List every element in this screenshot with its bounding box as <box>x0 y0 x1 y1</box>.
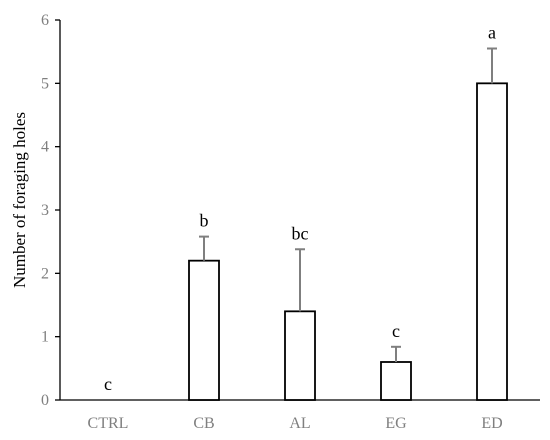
y-tick-label: 1 <box>41 329 49 346</box>
x-tick-label: CB <box>193 415 214 432</box>
y-tick-label: 3 <box>41 202 49 219</box>
y-tick-label: 4 <box>41 139 49 156</box>
significance-label: b <box>200 211 209 231</box>
bar <box>188 259 220 401</box>
significance-label: a <box>488 23 496 43</box>
y-tick-label: 5 <box>41 75 49 92</box>
x-tick-label: CTRL <box>88 415 129 432</box>
bars-group: c b bc c a <box>104 23 508 401</box>
x-tick-label: AL <box>289 415 310 432</box>
significance-label: c <box>392 321 400 341</box>
bar <box>476 82 508 401</box>
y-tick-label: 6 <box>41 12 49 29</box>
y-tick-label: 2 <box>41 265 49 282</box>
x-axis: CTRL CB AL EG ED <box>60 399 540 432</box>
bar <box>380 361 412 401</box>
x-tick-label: ED <box>481 415 502 432</box>
y-tick-label: 0 <box>41 392 49 409</box>
bar <box>284 310 316 401</box>
y-axis: 0 1 2 3 4 5 6 <box>41 12 61 409</box>
significance-label: bc <box>292 223 309 243</box>
significance-label: c <box>104 374 112 394</box>
x-tick-label: EG <box>385 415 407 432</box>
y-axis-title: Number of foraging holes <box>10 112 29 288</box>
